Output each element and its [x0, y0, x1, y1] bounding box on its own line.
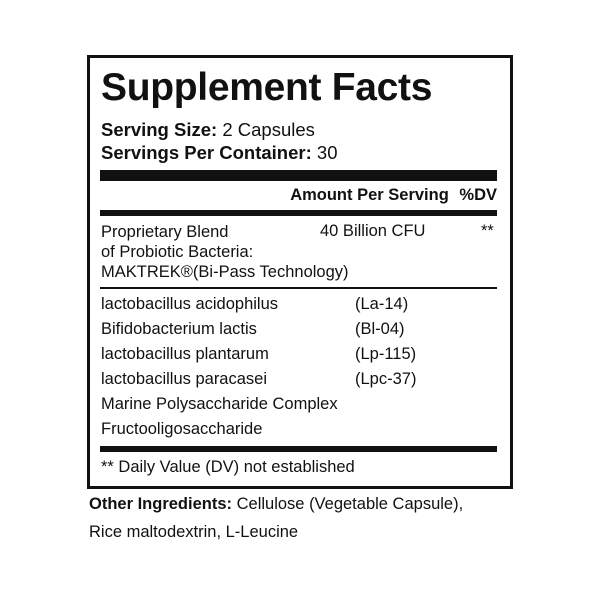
ingredient-name: Fructooligosaccharide	[101, 420, 263, 438]
amount-per-serving-header: Amount Per Serving	[290, 186, 449, 204]
blend-line: MAKTREK®(Bi-Pass Technology)	[101, 263, 349, 281]
servings-per-container-value: 30	[316, 142, 338, 163]
blend-dv: **	[481, 222, 494, 240]
ingredient-name: lactobacillus paracasei	[101, 370, 268, 388]
ingredient-row: Fructooligosaccharide	[101, 417, 338, 442]
thin-divider	[100, 287, 497, 289]
ingredient-strain: (Lp-115)	[355, 345, 417, 363]
servings-per-container-label: Servings Per Container:	[101, 142, 312, 163]
ingredient-list: lactobacillus acidophilus Bifidobacteriu…	[101, 292, 338, 442]
supplement-facts-panel	[87, 55, 513, 489]
blend-amount: 40 Billion CFU	[320, 222, 426, 240]
ingredient-strain: (Bl-04)	[355, 320, 405, 338]
blend-line: of Probiotic Bacteria:	[101, 243, 254, 261]
other-ingredients-line1: Cellulose (Vegetable Capsule),	[236, 495, 464, 513]
dv-header: %DV	[459, 186, 497, 204]
proprietary-blend: Proprietary Blend of Probiotic Bacteria:…	[101, 222, 349, 282]
ingredient-strain: (La-14)	[355, 295, 409, 313]
ingredient-name: Bifidobacterium lactis	[101, 320, 257, 338]
column-header: Amount Per Serving %DV	[290, 186, 497, 205]
ingredient-row: Bifidobacterium lactis	[101, 317, 338, 342]
thick-divider	[100, 170, 497, 181]
serving-size-label: Serving Size:	[101, 119, 218, 140]
blend-line: Proprietary Blend	[101, 223, 229, 241]
servings-per-container: Servings Per Container: 30	[101, 142, 337, 164]
other-ingredients: Other Ingredients: Cellulose (Vegetable …	[89, 495, 463, 514]
other-ingredients-label: Other Ingredients:	[89, 495, 233, 513]
ingredient-row: lactobacillus acidophilus	[101, 292, 338, 317]
other-ingredients-line2: Rice maltodextrin, L-Leucine	[89, 523, 299, 541]
serving-size: Serving Size: 2 Capsules	[101, 119, 315, 141]
ingredient-row: lactobacillus plantarum	[101, 342, 338, 367]
medium-divider	[100, 210, 497, 216]
ingredient-row: Marine Polysaccharide Complex	[101, 392, 338, 417]
ingredient-name: Marine Polysaccharide Complex	[101, 395, 338, 413]
ingredient-strain: (Lpc-37)	[355, 370, 417, 388]
ingredient-name: lactobacillus acidophilus	[101, 295, 279, 313]
strain-column: (La-14) (Bl-04) (Lp-115) (Lpc-37)	[355, 292, 416, 392]
medium-divider	[100, 446, 497, 452]
footnote: ** Daily Value (DV) not established	[101, 458, 355, 476]
ingredient-row: lactobacillus paracasei	[101, 367, 338, 392]
panel-title: Supplement Facts	[101, 66, 433, 109]
ingredient-name: lactobacillus plantarum	[101, 345, 269, 363]
serving-size-value: 2 Capsules	[222, 119, 315, 140]
